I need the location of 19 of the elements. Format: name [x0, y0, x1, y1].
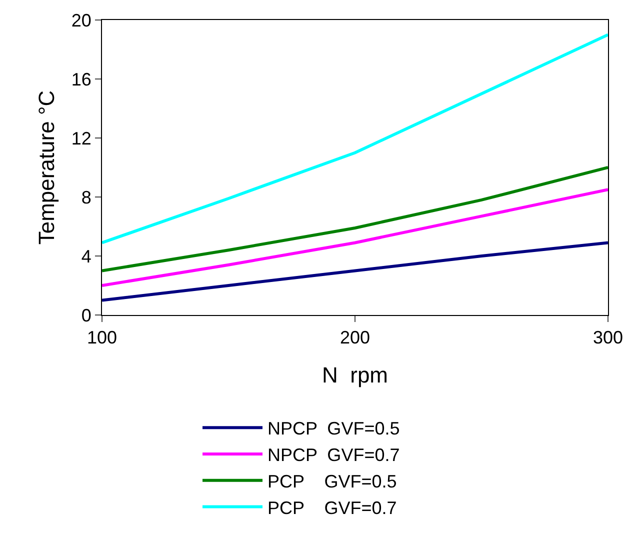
line-series: [102, 33, 608, 244]
y-tick-label: 20: [71, 10, 92, 30]
y-tick-label: 16: [71, 69, 92, 90]
y-tick-label: 12: [71, 128, 92, 148]
x-tick-label: 100: [86, 328, 118, 348]
line-series: [102, 188, 608, 287]
legend-label: NPCP GVF=0.7: [268, 445, 400, 466]
y-tick-label: 4: [81, 246, 92, 266]
legend-label: PCP GVF=0.5: [268, 471, 397, 492]
y-axis-title: Temperature °C: [34, 90, 60, 245]
legend-label: PCP GVF=0.7: [268, 498, 397, 518]
y-tick-label: 0: [81, 305, 92, 326]
legend-label: NPCP GVF=0.5: [268, 418, 400, 439]
x-tick-label: 300: [592, 328, 624, 348]
x-tick-label: 200: [340, 328, 370, 348]
line-series: [102, 241, 608, 302]
y-tick-label: 8: [81, 187, 92, 208]
x-axis-title: N rpm: [322, 362, 388, 388]
line-series: [102, 166, 608, 272]
